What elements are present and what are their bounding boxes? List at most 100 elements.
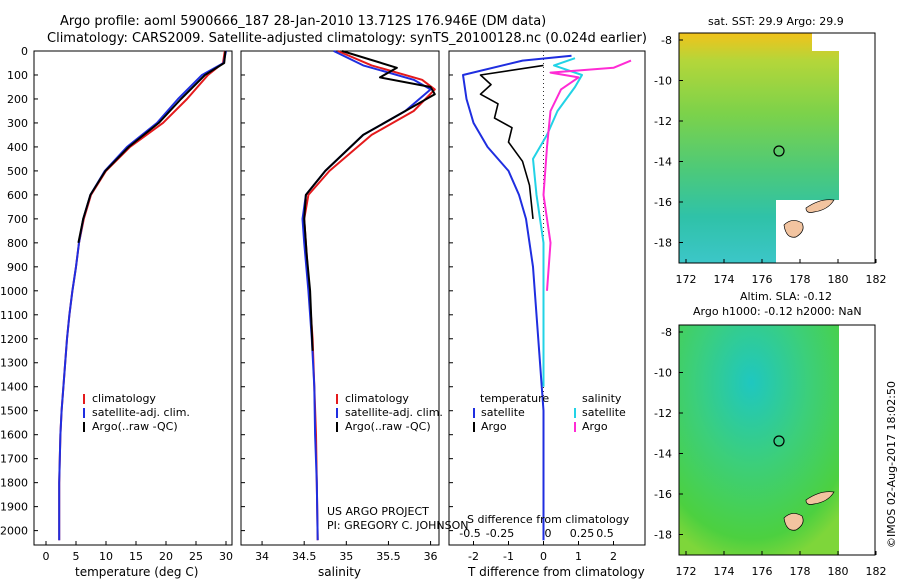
map2-ticks: -8 -10 -12 -14 -16 -18 172 174 176 178 180 182	[654, 326, 886, 578]
s-diff-tick-label: -0.5	[459, 527, 480, 540]
s-diff-ticks: -0.5 -0.25 0 0.25 0.5	[459, 527, 613, 540]
depth-tick-label: 400	[7, 141, 28, 154]
x-tick-label: 34	[255, 550, 269, 563]
map-x-tick-label: 176	[752, 273, 773, 286]
series-line-satellite	[462, 54, 572, 541]
depth-tick-label: 500	[7, 165, 28, 178]
series-line-argo-raw-qc-	[303, 50, 436, 351]
difference-panel: -2 -1 0 1 2	[462, 51, 632, 563]
x-tick-label: 0	[540, 550, 547, 563]
map-y-tick-label: -10	[654, 367, 672, 380]
legend3-label-s-satellite: satellite	[582, 406, 626, 419]
map-x-tick-label: 176	[752, 565, 773, 578]
x-tick-label: 5	[73, 550, 80, 563]
x-tick-label: 2	[610, 550, 617, 563]
series-line-salinity-argo	[542, 59, 632, 291]
x-tick-label: -1	[503, 550, 514, 563]
map-x-tick-label: 174	[714, 565, 735, 578]
legend2-label-climatology: climatology	[345, 392, 409, 405]
legend3-label-t-satellite: satellite	[481, 406, 525, 419]
series-line-argo-raw-qc-	[77, 50, 227, 243]
series-line-argo	[479, 64, 544, 219]
map-y-tick-label: -8	[661, 34, 672, 47]
series-line-climatology	[58, 50, 226, 541]
map-y-tick-label: -12	[654, 115, 672, 128]
sla-map-field	[679, 325, 839, 555]
map-y-tick-label: -10	[654, 75, 672, 88]
legend3-salinity-title: salinity	[582, 392, 622, 405]
map-x-tick-label: 172	[676, 273, 697, 286]
map2-title-line1: Altim. SLA: -0.12	[740, 290, 832, 303]
x-tick-label: 20	[159, 550, 173, 563]
imos-stamp: ©IMOS 02-Aug-2017 18:02:50	[885, 381, 898, 548]
depth-tick-label: 100	[7, 69, 28, 82]
temperature-panel: 0 5 10 15 20 25 30	[43, 50, 233, 563]
depth-tick-label: 1000	[0, 285, 28, 298]
depth-tick-label: 2000	[0, 525, 28, 538]
x-tick-label: -2	[468, 550, 479, 563]
depth-tick-label: 1100	[0, 309, 28, 322]
x-tick-label: 35	[339, 550, 353, 563]
legend-label-climatology: climatology	[92, 392, 156, 405]
depth-tick-label: 0	[21, 45, 28, 58]
map1-profile-marker	[773, 145, 785, 157]
map-x-tick-label: 182	[866, 273, 887, 286]
legend-label-argo: Argo(..raw -QC)	[92, 420, 178, 433]
viti-levu-island	[783, 220, 804, 238]
series-line-climatology	[303, 50, 436, 541]
depth-tick-label: 300	[7, 117, 28, 130]
map-x-tick-label: 178	[790, 565, 811, 578]
map2-frame	[678, 324, 876, 556]
sst-map-gap	[812, 33, 839, 51]
map-y-tick-label: -12	[654, 407, 672, 420]
x-tick-label: 0	[43, 550, 50, 563]
depth-tick-label: 1300	[0, 357, 28, 370]
map2-profile-marker	[773, 435, 785, 447]
credit-pi: PI: GREGORY C. JOHNSON	[327, 519, 468, 532]
x-tick-label: 10	[99, 550, 113, 563]
depth-tick-label: 1900	[0, 501, 28, 514]
depth-tick-label: 1400	[0, 381, 28, 394]
x-tick-label: 25	[189, 550, 203, 563]
legend3-label-t-argo: Argo	[481, 420, 507, 433]
legend3-temperature-title: temperature	[480, 392, 549, 405]
map2-viti-levu-island	[783, 513, 804, 531]
depth-tick-label: 700	[7, 213, 28, 226]
map1-frame	[678, 32, 876, 264]
x-tick-label: 34.5	[292, 550, 317, 563]
figure-title-line2: Climatology: CARS2009. Satellite-adjuste…	[47, 31, 647, 46]
map-y-tick-label: -8	[661, 326, 672, 339]
x-tick-label: 36	[424, 550, 438, 563]
x-tick-label: 35.5	[376, 550, 401, 563]
temperature-xlabel: temperature (deg C)	[75, 565, 198, 579]
figure-title-line1: Argo profile: aoml 5900666_187 28-Jan-20…	[60, 14, 546, 29]
depth-tick-label: 800	[7, 237, 28, 250]
depth-tick-label: 1500	[0, 405, 28, 418]
depth-tick-label: 1600	[0, 429, 28, 442]
vanua-levu-island	[805, 199, 835, 213]
series-line-satellite-adj-clim-	[58, 50, 227, 541]
map-x-tick-label: 172	[676, 565, 697, 578]
map-y-tick-label: -14	[654, 448, 672, 461]
legend3-label-s-argo: Argo	[582, 420, 608, 433]
s-diff-label: S difference from climatology	[467, 513, 630, 526]
legend-label-satellite: satellite-adj. clim.	[92, 406, 190, 419]
depth-tick-label: 1800	[0, 477, 28, 490]
map-y-tick-label: -16	[654, 196, 672, 209]
map2-title-line2: Argo h1000: -0.12 h2000: NaN	[693, 305, 862, 318]
map-x-tick-label: 180	[828, 273, 849, 286]
t-diff-xlabel: T difference from climatology	[467, 565, 645, 579]
map1-title: sat. SST: 29.9 Argo: 29.9	[708, 15, 844, 28]
series-line-satellite-adj-clim-	[301, 50, 432, 541]
map-x-tick-label: 178	[790, 273, 811, 286]
map-x-tick-label: 180	[828, 565, 849, 578]
map-y-tick-label: -14	[654, 156, 672, 169]
credit-project: US ARGO PROJECT	[327, 505, 429, 518]
x-tick-label: 30	[219, 550, 233, 563]
map-y-tick-label: -18	[654, 237, 672, 250]
map-y-tick-label: -18	[654, 529, 672, 542]
x-tick-label: 15	[129, 550, 143, 563]
map-x-tick-label: 174	[714, 273, 735, 286]
depth-tick-label: 900	[7, 261, 28, 274]
